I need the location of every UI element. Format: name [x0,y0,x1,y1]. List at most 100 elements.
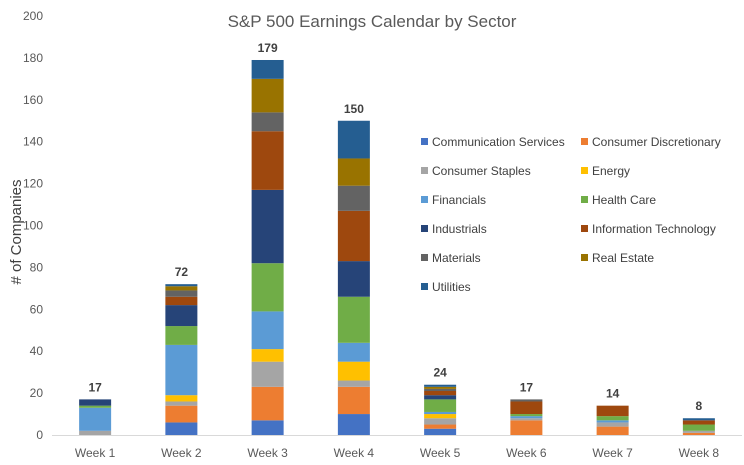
bar-segment [165,296,198,306]
bar-segment [337,342,370,362]
bar-total-label: 72 [175,265,189,279]
bar-segment [165,326,198,345]
bar-segment [251,386,284,421]
legend-label: Information Technology [592,222,716,236]
bar-total-label: 14 [606,387,620,401]
bar-total-label: 24 [433,366,447,380]
legend-swatch [421,196,428,203]
bar-total-label: 17 [88,380,102,394]
bar-segment [510,414,543,417]
legend-swatch [421,283,428,290]
bar-segment [337,296,370,343]
legend-swatch [421,254,428,261]
bar-segment [337,261,370,297]
bar-segment [251,311,284,350]
bar-segment [337,158,370,186]
legend-label: Consumer Discretionary [592,135,721,149]
bar-segment [337,361,370,381]
bars-group [79,59,715,435]
bar-segment [424,386,457,389]
x-tick-label: Week 3 [247,446,288,460]
x-axis: Week 1 Week 2 Week 3 Week 4 Week 5 Week 6 Week… [75,446,720,460]
legend-swatch [581,225,588,232]
x-tick-label: Week 8 [679,446,720,460]
bar-segment [510,420,543,435]
legend-swatch [581,167,588,174]
bar-segment [682,418,715,421]
bar-total-label: 17 [520,380,534,394]
bar-segment [165,395,198,402]
bar-segment [165,286,198,291]
bar-segment [596,416,629,421]
bar-segment [165,401,198,406]
bar-segment [251,131,284,190]
bar-segment [165,284,198,287]
x-tick-label: Week 5 [420,446,461,460]
y-tick-label: 100 [23,219,43,233]
bar-segment [510,401,543,415]
bar-segment [424,388,457,392]
bar-segment [79,405,112,408]
bar-segment [510,416,543,419]
bar-segment [424,424,457,429]
y-tick-label: 180 [23,51,43,65]
chart-title: S&P 500 Earnings Calendar by Sector [228,12,517,31]
legend-label: Energy [592,164,630,178]
y-tick-label: 160 [23,93,43,107]
bar-segment [79,399,112,406]
bar-segment [424,411,457,415]
bar-segment [337,120,370,159]
bar-segment [424,399,457,412]
bar-segment [337,414,370,435]
bar-segment [424,428,457,435]
y-tick-label: 0 [36,428,43,442]
bar-segment [682,420,715,425]
bar-segment [682,430,715,433]
y-axis: 0 20 40 60 80 100 120 140 160 180 200 [23,9,742,442]
x-tick-label: Week 2 [161,446,202,460]
y-tick-label: 40 [30,344,44,358]
x-tick-label: Week 1 [75,446,116,460]
bar-segment [424,384,457,387]
legend-label: Communication Services [432,135,565,149]
bar-segment [251,78,284,113]
bar-segment [424,395,457,400]
legend-swatch [421,167,428,174]
bar-segment [337,380,370,387]
bar-segment [165,405,198,423]
bar-segment [596,420,629,423]
bar-segment [79,407,112,431]
legend-label: Real Estate [592,251,654,265]
x-tick-label: Week 6 [506,446,547,460]
legend-label: Health Care [592,193,656,207]
legend-label: Industrials [432,222,487,236]
bar-segment [251,263,284,312]
bar-segment [596,405,629,417]
bar-segment [510,399,543,402]
bar-segment [596,422,629,427]
bar-segment [510,418,543,421]
legend-swatch [581,138,588,145]
legend-label: Financials [432,193,486,207]
bar-segment [424,391,457,396]
bar-segment [165,290,198,297]
y-tick-label: 120 [23,177,43,191]
bar-segment [251,59,284,79]
bar-segment [337,386,370,415]
bar-segment [165,422,198,435]
bar-segment [251,361,284,387]
y-tick-label: 20 [30,386,44,400]
y-tick-label: 60 [30,302,44,316]
x-tick-label: Week 4 [334,446,375,460]
y-tick-label: 200 [23,9,43,23]
x-tick-label: Week 7 [592,446,633,460]
bar-segment [682,424,715,431]
bar-segment [251,189,284,264]
legend-swatch [421,138,428,145]
bar-segment [251,420,284,435]
bar-segment [79,430,112,435]
legend: Communication Services Consumer Discretio… [421,135,721,294]
bar-segment [165,344,198,396]
bar-segment [165,305,198,327]
